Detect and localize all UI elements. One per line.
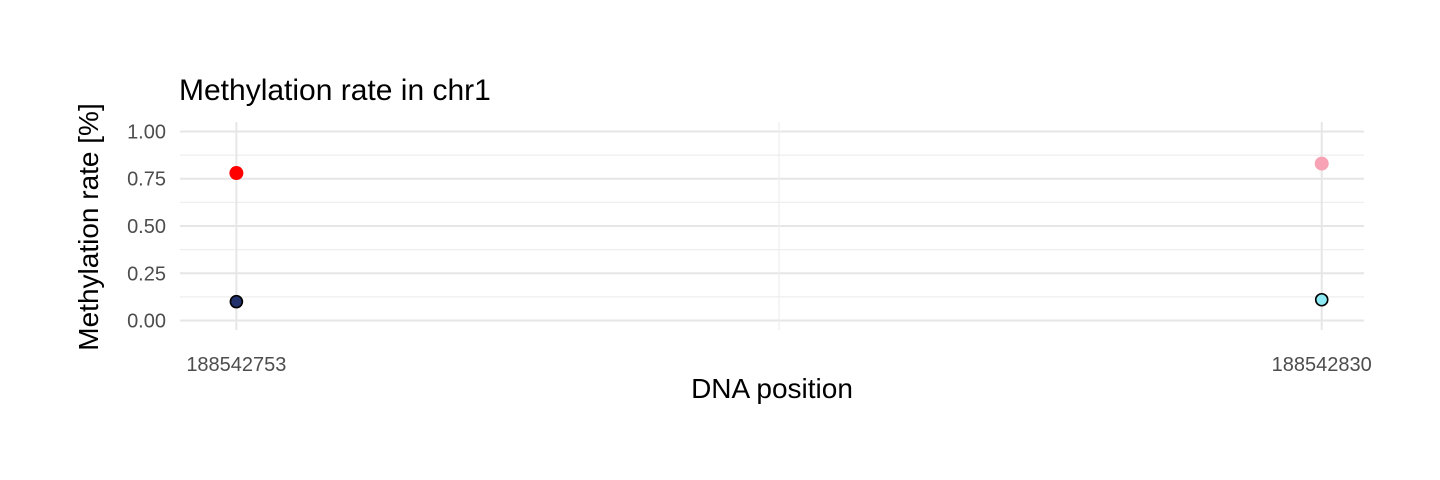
y-tick-label: 0.50 (127, 216, 166, 238)
x-axis-title: DNA position (691, 373, 853, 404)
y-tick-label: 0.25 (127, 263, 166, 285)
y-tick-label: 1.00 (127, 121, 166, 143)
y-axis-ticks: 0.00 0.25 0.50 0.75 1.00 (127, 121, 166, 332)
data-points (229, 156, 1329, 309)
data-point (1314, 292, 1329, 307)
y-tick-label: 0.75 (127, 169, 166, 191)
data-point (1314, 156, 1329, 171)
chart-title: Methylation rate in chr1 (179, 74, 491, 107)
x-tick-label: 188542830 (1272, 354, 1372, 376)
y-axis-title: Methylation rate [%] (73, 103, 104, 350)
y-tick-label: 0.00 (127, 311, 166, 333)
data-point (229, 294, 244, 309)
grid-lines (180, 122, 1364, 330)
x-tick-label: 188542753 (186, 354, 286, 376)
data-point (229, 166, 244, 181)
x-axis-ticks: 188542753 188542830 (186, 354, 1371, 376)
